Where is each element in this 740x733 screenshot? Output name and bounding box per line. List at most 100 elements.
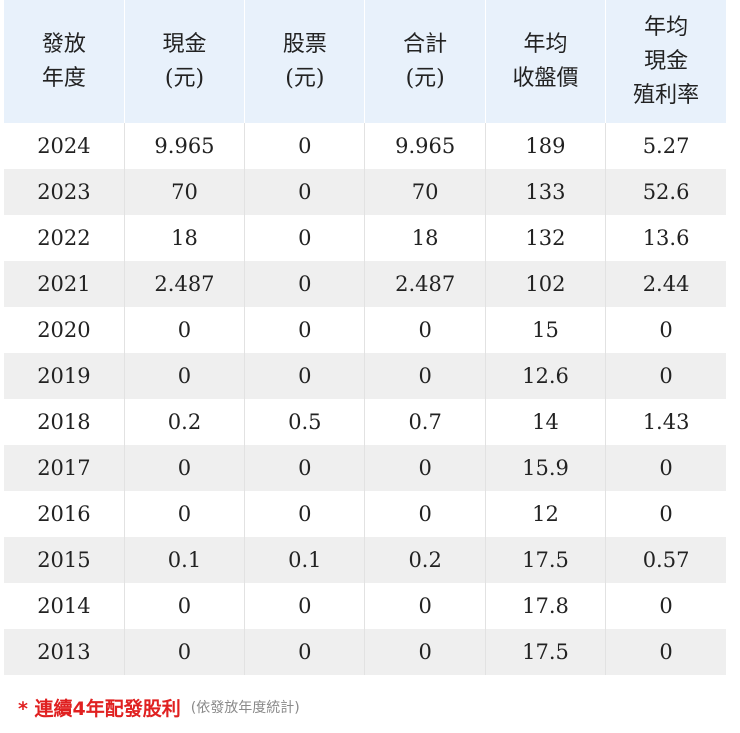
cell-cash-yield: 0: [605, 629, 726, 675]
column-header-line: 股票: [282, 31, 327, 57]
table-row: 2020 0 0 0 15 0: [4, 307, 726, 353]
cell-avg-price: 132: [485, 215, 607, 261]
cell-cash: 0.1: [124, 537, 246, 583]
cell-avg-price: 15: [485, 307, 607, 353]
cell-stock: 0: [244, 307, 366, 353]
cell-stock: 0: [244, 215, 366, 261]
cell-cash-yield: 0: [605, 353, 726, 399]
cell-avg-price: 102: [485, 261, 607, 307]
table-row: 2024 9.965 0 9.965 189 5.27: [4, 123, 726, 169]
cell-total: 0: [364, 491, 486, 537]
cell-avg-price: 133: [485, 169, 607, 215]
cell-total: 0.2: [364, 537, 486, 583]
dividend-table: 發放 年度 現金 (元) 股票 (元) 合計 (元) 年均 收盤價 年均 現金 殖利率 2024 9.96…: [4, 0, 726, 675]
table-row: 2013 0 0 0 17.5 0: [4, 629, 726, 675]
table-body: 2024 9.965 0 9.965 189 5.27 2023 70 0 70 133 52.6 20…: [4, 123, 726, 675]
cell-year: 2019: [4, 353, 125, 399]
cell-total: 0: [364, 629, 486, 675]
column-header-line: 現金: [644, 48, 689, 74]
cell-cash-yield: 0.57: [605, 537, 726, 583]
cell-cash-yield: 0: [605, 583, 726, 629]
cell-year: 2020: [4, 307, 125, 353]
column-header-line: 年均: [523, 31, 568, 57]
table-row: 2017 0 0 0 15.9 0: [4, 445, 726, 491]
cell-cash-yield: 13.6: [605, 215, 726, 261]
cell-total: 9.965: [364, 123, 486, 169]
column-header-line: 收盤價: [512, 65, 579, 91]
cell-stock: 0: [244, 491, 366, 537]
footnote: * 連續4年配發股利 (依發放年度統計): [18, 690, 300, 724]
cell-stock: 0.1: [244, 537, 366, 583]
cell-cash-yield: 0: [605, 307, 726, 353]
column-header-line: 年度: [41, 65, 86, 91]
cell-avg-price: 189: [485, 123, 607, 169]
cell-cash: 0: [124, 353, 246, 399]
column-header-avg-price: 年均 收盤價: [485, 0, 607, 123]
cell-cash: 18: [124, 215, 246, 261]
cell-year: 2024: [4, 123, 125, 169]
cell-year: 2016: [4, 491, 125, 537]
table-row: 2023 70 0 70 133 52.6: [4, 169, 726, 215]
column-header-line: 合計: [403, 31, 448, 57]
column-header-line: (元): [285, 65, 325, 91]
cell-avg-price: 12.6: [485, 353, 607, 399]
cell-total: 0: [364, 445, 486, 491]
cell-cash-yield: 1.43: [605, 399, 726, 445]
column-header-line: 發放: [41, 31, 86, 57]
cell-stock: 0: [244, 123, 366, 169]
cell-year: 2018: [4, 399, 125, 445]
table-header: 發放 年度 現金 (元) 股票 (元) 合計 (元) 年均 收盤價 年均 現金 殖利率: [4, 0, 726, 123]
column-header-cash: 現金 (元): [124, 0, 246, 123]
column-header-line: 殖利率: [633, 82, 700, 108]
cell-total: 18: [364, 215, 486, 261]
cell-cash: 0: [124, 491, 246, 537]
cell-total: 70: [364, 169, 486, 215]
cell-cash-yield: 0: [605, 491, 726, 537]
table-row: 2014 0 0 0 17.8 0: [4, 583, 726, 629]
cell-year: 2022: [4, 215, 125, 261]
table-row: 2016 0 0 0 12 0: [4, 491, 726, 537]
cell-total: 0: [364, 583, 486, 629]
cell-avg-price: 17.8: [485, 583, 607, 629]
cell-year: 2017: [4, 445, 125, 491]
cell-cash: 0: [124, 583, 246, 629]
cell-stock: 0.5: [244, 399, 366, 445]
column-header-year: 發放 年度: [4, 0, 125, 123]
cell-stock: 0: [244, 445, 366, 491]
table-row: 2021 2.487 0 2.487 102 2.44: [4, 261, 726, 307]
cell-year: 2015: [4, 537, 125, 583]
column-header-line: (元): [405, 65, 445, 91]
cell-total: 2.487: [364, 261, 486, 307]
dividend-card: 發放 年度 現金 (元) 股票 (元) 合計 (元) 年均 收盤價 年均 現金 殖利率 2024 9.96…: [4, 0, 734, 729]
cell-avg-price: 12: [485, 491, 607, 537]
column-header-line: (元): [164, 65, 205, 91]
cell-avg-price: 14: [485, 399, 607, 445]
cell-stock: 0: [244, 169, 366, 215]
header-row: 發放 年度 現金 (元) 股票 (元) 合計 (元) 年均 收盤價 年均 現金 殖利率: [4, 0, 726, 123]
table-row: 2019 0 0 0 12.6 0: [4, 353, 726, 399]
cell-cash-yield: 5.27: [605, 123, 726, 169]
cell-stock: 0: [244, 629, 366, 675]
cell-cash: 0: [124, 629, 246, 675]
footnote-main: * 連續4年配發股利: [18, 697, 181, 720]
column-header-cash-yield: 年均 現金 殖利率: [605, 0, 726, 123]
cell-cash: 9.965: [124, 123, 246, 169]
cell-stock: 0: [244, 261, 366, 307]
table-row: 2022 18 0 18 132 13.6: [4, 215, 726, 261]
cell-avg-price: 15.9: [485, 445, 607, 491]
cell-cash: 2.487: [124, 261, 246, 307]
cell-total: 0.7: [364, 399, 486, 445]
column-header-line: 年均: [644, 14, 689, 40]
cell-total: 0: [364, 353, 486, 399]
cell-cash: 0: [124, 307, 246, 353]
cell-stock: 0: [244, 583, 366, 629]
cell-cash-yield: 0: [605, 445, 726, 491]
footnote-sub: (依發放年度統計): [190, 700, 300, 716]
table-row: 2015 0.1 0.1 0.2 17.5 0.57: [4, 537, 726, 583]
cell-year: 2023: [4, 169, 125, 215]
cell-cash-yield: 2.44: [605, 261, 726, 307]
cell-year: 2014: [4, 583, 125, 629]
cell-cash: 0.2: [124, 399, 246, 445]
column-header-line: 現金: [162, 31, 207, 57]
cell-cash-yield: 52.6: [605, 169, 726, 215]
